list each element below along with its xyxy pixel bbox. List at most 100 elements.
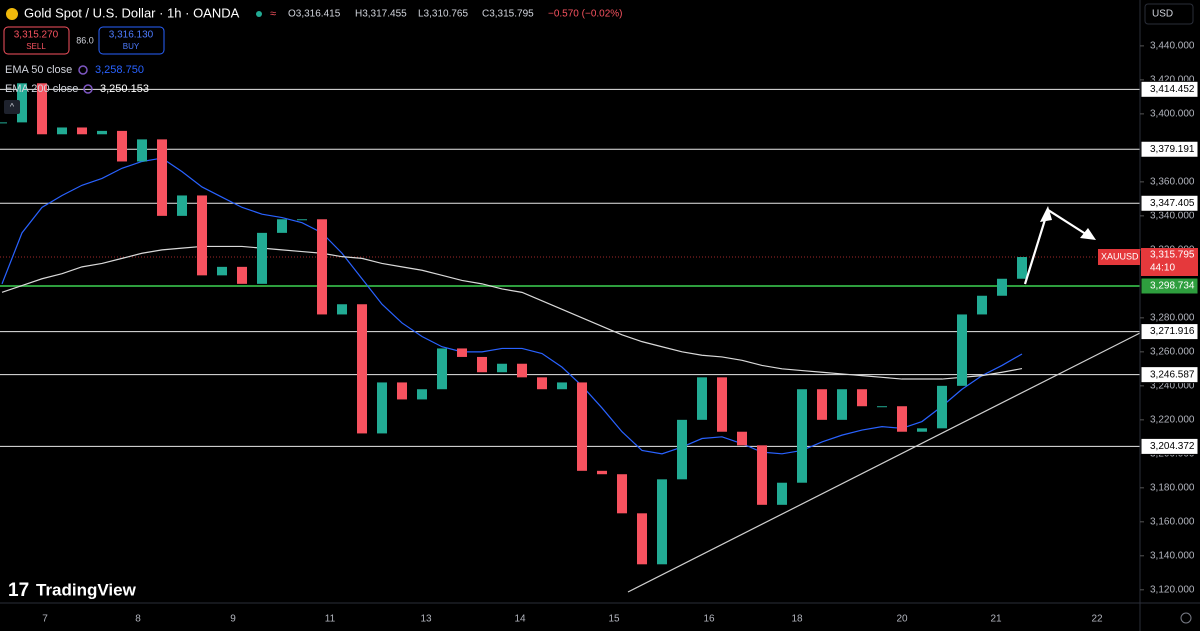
- arrow-head: [1080, 228, 1096, 240]
- candle: [177, 195, 187, 216]
- y-tick-label: 3,340.000: [1150, 211, 1195, 222]
- candle: [537, 377, 547, 390]
- legend-label: EMA 50 close: [5, 64, 72, 76]
- buy-label: BUY: [123, 42, 140, 51]
- collapse-button[interactable]: [4, 100, 20, 114]
- price-axis: [1140, 0, 1200, 631]
- symbol-tag: [1098, 249, 1140, 266]
- level-box: [1140, 366, 1199, 384]
- candle: [937, 385, 947, 429]
- candle: [277, 219, 287, 233]
- arrow-head: [1040, 206, 1052, 222]
- candle: [897, 406, 907, 432]
- spread: 86.0: [76, 35, 94, 45]
- x-tick-label: 9: [230, 614, 236, 625]
- ohlc-value: H3,317.455: [355, 9, 407, 20]
- legend-icon: [83, 84, 93, 94]
- candle: [737, 431, 747, 446]
- ohlc-value: L3,310.765: [418, 9, 468, 20]
- status-icon: ≈: [270, 8, 276, 20]
- brand: TradingView: [36, 580, 137, 599]
- ohlc-value: −0.570 (−0.02%): [548, 9, 623, 20]
- candle: [37, 83, 47, 135]
- ohlc-value: O3,316.415: [288, 9, 341, 20]
- candle: [917, 428, 927, 432]
- candle: [857, 389, 867, 407]
- sell-label: SELL: [26, 42, 46, 51]
- y-tick-label: 3,440.000: [1150, 41, 1195, 52]
- candle: [297, 219, 307, 221]
- level-box: [1140, 140, 1199, 158]
- sell-price: 3,315.270: [14, 30, 59, 41]
- candle: [417, 389, 427, 400]
- last-price: 3,315.795: [1150, 250, 1195, 261]
- candle: [677, 419, 687, 480]
- candle: [657, 479, 667, 565]
- x-tick-label: 14: [514, 614, 526, 625]
- level-label: 3,246.587: [1150, 369, 1195, 380]
- level-label: 3,379.191: [1150, 144, 1195, 155]
- candle: [97, 130, 107, 135]
- x-tick-label: 7: [42, 614, 48, 625]
- candle: [477, 356, 487, 373]
- buy-button[interactable]: [98, 26, 165, 55]
- y-tick-label: 3,220.000: [1150, 414, 1195, 425]
- candle: [0, 122, 7, 124]
- chart-title: Gold Spot / U.S. Dollar · 1h · OANDA: [24, 5, 240, 20]
- x-tick-label: 20: [896, 614, 908, 625]
- candle: [237, 266, 247, 284]
- level-box: [1140, 80, 1199, 98]
- candle: [957, 314, 967, 386]
- x-tick-label: 22: [1091, 614, 1103, 625]
- candle: [397, 382, 407, 400]
- status-dot: [256, 11, 262, 17]
- buy-price: 3,316.130: [109, 30, 154, 41]
- candle: [1017, 257, 1027, 279]
- collapse-icon: ^: [10, 101, 15, 111]
- candle: [517, 363, 527, 378]
- y-tick-label: 3,180.000: [1150, 482, 1195, 493]
- level-label: 3,347.405: [1150, 198, 1195, 209]
- level-box: [1140, 437, 1199, 455]
- currency-box[interactable]: [1144, 3, 1194, 25]
- candle: [337, 304, 347, 315]
- candle: [977, 295, 987, 315]
- symbol: XAUUSD: [1101, 251, 1139, 261]
- level-label: 3,271.916: [1150, 326, 1195, 337]
- y-tick-label: 3,120.000: [1150, 584, 1195, 595]
- candle: [757, 445, 767, 505]
- candle: [317, 219, 327, 315]
- x-tick-label: 11: [325, 614, 336, 625]
- candle: [257, 232, 267, 284]
- candle: [797, 389, 807, 483]
- level-box: [1140, 194, 1199, 212]
- y-tick-label: 3,420.000: [1150, 75, 1195, 86]
- y-tick-label: 3,240.000: [1150, 380, 1195, 391]
- x-tick-label: 16: [703, 614, 715, 625]
- legend-icon: [78, 65, 88, 75]
- y-tick-label: 3,260.000: [1150, 346, 1195, 357]
- plot-area: [0, 83, 1140, 565]
- candle: [357, 304, 367, 434]
- trend-line: [627, 332, 1141, 593]
- y-tick-label: 3,140.000: [1150, 550, 1195, 561]
- candle: [617, 474, 627, 514]
- level-label: 3,414.452: [1150, 84, 1195, 95]
- y-tick-label: 3,400.000: [1150, 109, 1195, 120]
- candle: [837, 389, 847, 420]
- candle: [877, 406, 887, 408]
- ohlc-values: O3,316.415 H3,317.455 L3,310.765 C3,315.795…: [288, 9, 623, 20]
- ohlc-value: C3,315.795: [482, 9, 534, 20]
- candle: [777, 482, 787, 505]
- candle: [637, 513, 647, 565]
- settings-icon[interactable]: [1180, 612, 1192, 624]
- y-tick-label: 3,160.000: [1150, 516, 1195, 527]
- logo-mark: 17: [8, 580, 29, 601]
- sell-button[interactable]: [3, 26, 70, 55]
- x-tick-label: 18: [791, 614, 803, 625]
- currency: USD: [1152, 9, 1173, 20]
- candle: [377, 382, 387, 434]
- symbol-icon: [6, 8, 18, 20]
